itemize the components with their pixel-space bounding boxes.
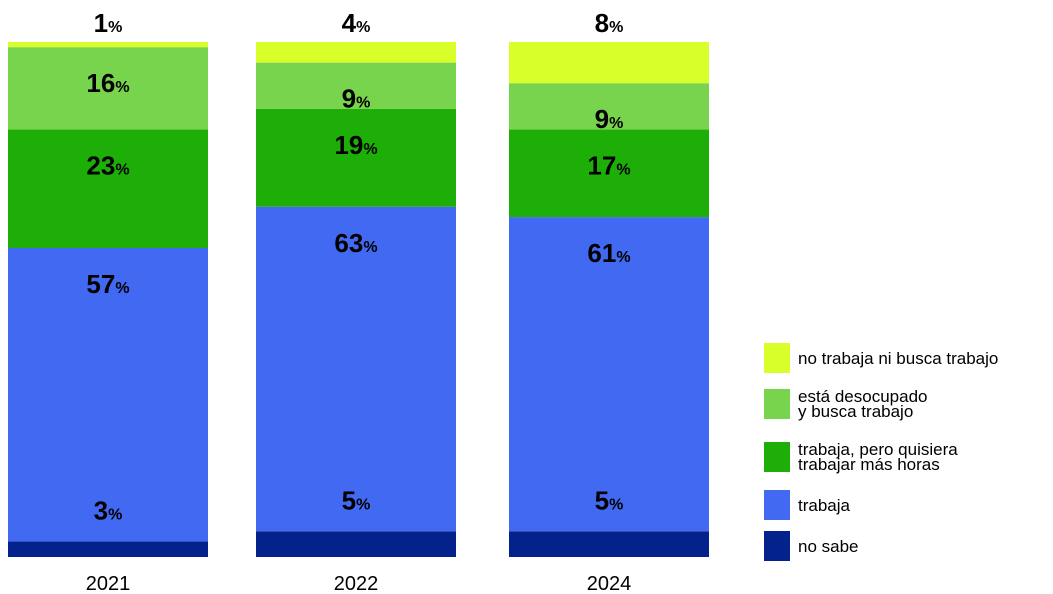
data-label-2024-5: 8% [595,8,624,38]
legend-swatch [764,389,790,419]
legend-swatch [764,490,790,520]
data-label-2024-1: 5% [595,485,624,515]
bar-segment-2024-4 [509,83,709,130]
legend-item-trabaja: trabaja [764,490,850,520]
data-label-2022-4: 9% [342,84,371,114]
x-tick-label: 2024 [587,573,632,594]
bar-segment-2024-5 [509,42,709,84]
data-label-2021-3: 23% [86,151,129,181]
legend-item-no-trabaja: no trabaja ni busca trabajo [764,343,998,373]
data-label-2024-2: 61% [587,238,630,268]
data-label-2021-1: 3% [94,496,123,526]
legend-label: no sabe [798,536,859,556]
data-label-2021-5: 1% [94,8,123,38]
legend-swatch [764,442,790,472]
data-label-2024-3: 17% [587,151,630,181]
data-label-2021-2: 57% [86,269,129,299]
legend-label: está desocupado y busca trabajo [798,387,928,421]
bar-stack-2024 [509,42,709,557]
data-label-2022-1: 5% [342,485,371,515]
legend-swatch [764,531,790,561]
bar-segment-2021-2 [8,248,208,542]
legend-label: trabaja, pero quisiera trabajar más hora… [798,440,958,474]
data-label-2022-3: 19% [334,130,377,160]
legend-swatch [764,343,790,373]
x-tick-label: 2021 [86,573,131,594]
legend-label: no trabaja ni busca trabajo [798,348,999,368]
x-tick-label: 2022 [334,573,379,594]
legend-item-desocupado: está desocupado y busca trabajo [764,387,928,421]
bar-segment-2021-4 [8,47,208,130]
bar-segment-2024-2 [509,217,709,532]
bar-segment-2024-1 [509,531,709,557]
bar-segment-2022-3 [256,108,456,207]
legend-item-no-sabe: no sabe [764,531,859,561]
bar-stack-2021 [8,42,208,557]
bar-segment-2022-5 [256,42,456,63]
data-label-2022-2: 63% [334,228,377,258]
bar-segment-2022-2 [256,206,456,532]
legend: no trabaja ni busca trabajo está desocup… [764,0,1053,594]
bar-segment-2022-4 [256,62,456,109]
bar-segment-2024-3 [509,129,709,218]
legend-label: trabaja [798,495,850,515]
data-label-2022-5: 4% [342,8,371,38]
bar-segment-2021-3 [8,129,208,248]
data-label-2021-4: 16% [86,68,129,98]
bar-segment-2022-1 [256,531,456,557]
bar-stack-2022 [256,42,456,557]
bar-segment-2021-5 [8,42,208,48]
bar-segment-2021-1 [8,541,208,557]
legend-item-quisiera-mas-horas: trabaja, pero quisiera trabajar más hora… [764,440,958,474]
data-label-2024-4: 9% [595,104,624,134]
